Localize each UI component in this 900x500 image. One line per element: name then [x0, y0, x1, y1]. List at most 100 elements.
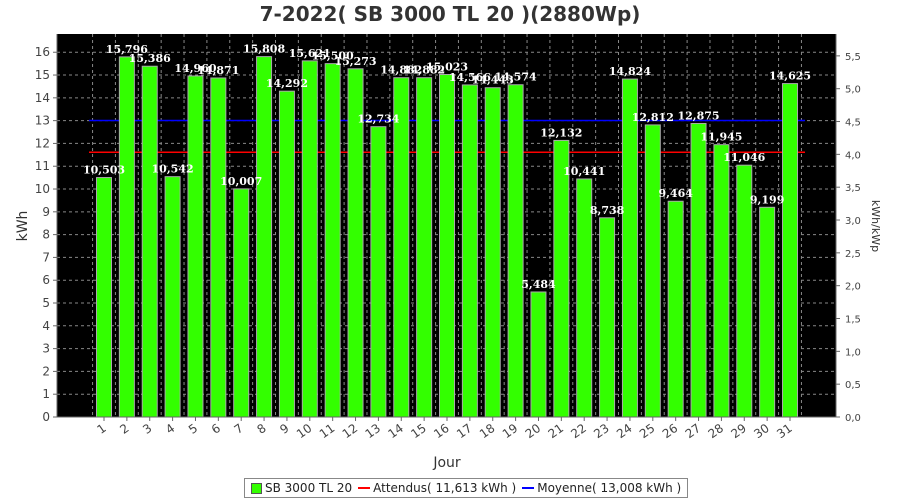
- data-label: 14,292: [266, 77, 308, 90]
- x-tick-label: 24: [614, 421, 635, 441]
- x-tick-label: 29: [728, 421, 749, 441]
- y-tick-label: 2: [42, 364, 50, 378]
- x-tick-label: 1: [94, 421, 108, 437]
- x-tick-label: 6: [209, 421, 223, 437]
- x-axis-title: Jour: [432, 455, 461, 471]
- data-label: 15,808: [243, 43, 285, 56]
- y2-tick-label: 1,0: [845, 347, 861, 358]
- x-tick-label: 26: [660, 421, 681, 441]
- bar: [141, 65, 158, 418]
- x-tick-label: 7: [232, 421, 246, 437]
- y-tick-label: 11: [35, 159, 50, 173]
- bar: [370, 126, 387, 418]
- data-label: 12,132: [540, 126, 582, 139]
- bar: [210, 77, 227, 418]
- x-tick-label: 13: [363, 421, 384, 441]
- y-tick-label: 14: [35, 91, 50, 105]
- data-label: 14,574: [495, 71, 537, 84]
- y-tick-label: 1: [42, 387, 50, 401]
- bar: [187, 75, 204, 418]
- x-tick-label: 22: [568, 421, 589, 441]
- bar: [599, 217, 616, 418]
- x-tick-label: 12: [340, 421, 361, 441]
- data-label: 12,812: [632, 111, 674, 124]
- x-tick-label: 11: [317, 421, 338, 441]
- bar: [118, 56, 135, 418]
- bar: [164, 176, 181, 418]
- bar: [96, 177, 112, 418]
- y2-tick-label: 4,5: [845, 118, 861, 129]
- bar: [759, 206, 776, 418]
- x-tick-label: 5: [186, 421, 200, 437]
- data-label: 12,875: [677, 109, 719, 122]
- bar: [530, 291, 547, 418]
- data-label: 15,273: [334, 55, 376, 68]
- data-label: 12,734: [357, 113, 399, 126]
- x-tick-label: 18: [477, 421, 498, 441]
- x-tick-label: 10: [294, 421, 315, 441]
- data-label: 15,621: [289, 47, 331, 60]
- y-tick-label: 9: [42, 205, 50, 219]
- legend-item-expected: Attendus( 11,613 kWh ): [358, 481, 516, 495]
- legend-swatch-expected: [358, 487, 371, 489]
- x-tick-label: 25: [637, 421, 658, 441]
- bar: [667, 200, 684, 418]
- data-label: 14,882: [403, 64, 445, 77]
- x-tick-label: 9: [277, 421, 291, 437]
- bar: [713, 144, 730, 418]
- x-tick-label: 30: [751, 421, 772, 441]
- x-tick-label: 23: [591, 421, 612, 441]
- bars: [96, 56, 799, 418]
- y-tick-label: 6: [42, 273, 50, 287]
- y-tick-label: 3: [42, 342, 50, 356]
- bar: [621, 78, 638, 418]
- legend-swatch-production: [251, 482, 262, 494]
- chart-title: 7-2022( SB 3000 TL 20 )(2880Wp): [259, 2, 641, 26]
- x-tick-label: 19: [500, 421, 521, 441]
- y-tick-label: 5: [42, 296, 50, 310]
- bar: [782, 83, 799, 418]
- data-label: 14,882: [380, 64, 422, 77]
- bar: [324, 63, 341, 418]
- bar: [507, 84, 524, 418]
- data-label: 15,500: [312, 50, 354, 63]
- data-label: 9,199: [750, 193, 784, 206]
- y2-tick-label: 0,0: [845, 413, 861, 424]
- y2-tick-label: 5,0: [845, 85, 861, 96]
- x-tick-label: 15: [408, 421, 429, 441]
- x-tick-label: 20: [523, 421, 544, 441]
- x-tick-label: 4: [163, 421, 177, 437]
- x-tick-label: 16: [431, 421, 452, 441]
- x-tick-label: 14: [385, 421, 406, 441]
- y-tick-label: 16: [35, 45, 50, 59]
- bar: [278, 90, 295, 418]
- data-label: 14,960: [174, 62, 216, 75]
- data-label: 15,023: [426, 61, 468, 74]
- legend-label-production: SB 3000 TL 20: [265, 481, 353, 495]
- y-tick-label: 10: [35, 182, 50, 196]
- y2-tick-label: 5,5: [845, 52, 861, 63]
- data-label: 15,796: [106, 43, 148, 56]
- y2-tick-label: 4,0: [845, 150, 861, 161]
- y-tick-label: 12: [35, 136, 50, 150]
- data-label: 14,871: [197, 64, 239, 77]
- data-label: 10,542: [152, 163, 194, 176]
- bar: [439, 74, 456, 418]
- bar: [461, 84, 478, 418]
- bar: [301, 60, 318, 418]
- y-tick-label: 8: [42, 228, 50, 242]
- x-tick-label: 8: [255, 421, 269, 437]
- x-tick-label: 28: [706, 421, 727, 441]
- data-label: 10,503: [83, 164, 125, 177]
- bar: [256, 56, 273, 418]
- data-label: 11,046: [723, 151, 765, 164]
- y2-tick-label: 3,0: [845, 216, 861, 227]
- bar: [690, 122, 707, 418]
- x-tick-label: 2: [117, 421, 131, 437]
- legend-label-expected: Attendus( 11,613 kWh ): [373, 481, 517, 495]
- data-label: 14,566: [449, 71, 491, 84]
- x-tick-label: 27: [683, 421, 704, 441]
- x-tick-label: 3: [140, 421, 154, 437]
- x-tick-label: 21: [546, 421, 567, 441]
